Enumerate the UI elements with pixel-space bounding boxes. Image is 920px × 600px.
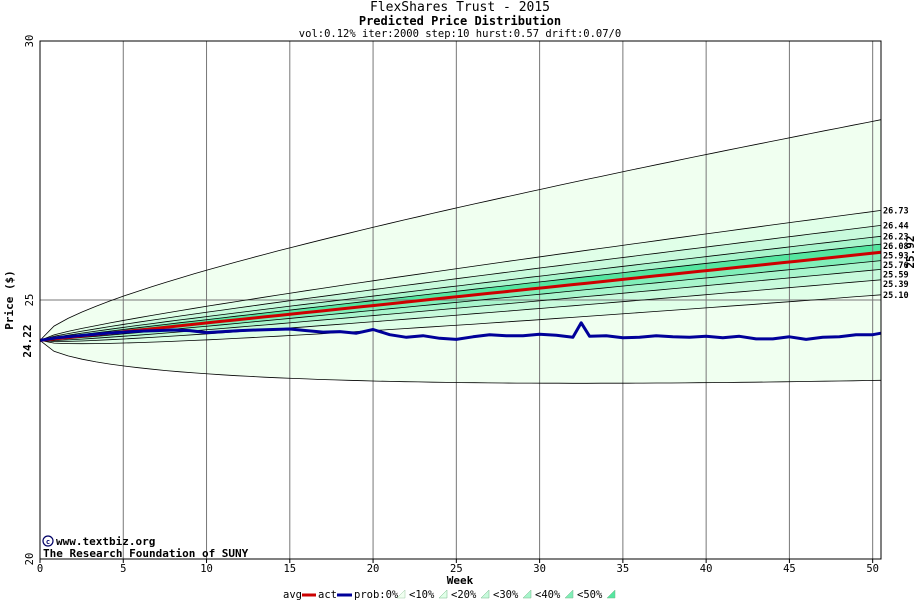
y-tick-label: 30 [24, 35, 36, 48]
chart-title: FlexShares Trust - 2015 [370, 0, 550, 15]
legend-band-swatch-0 [396, 589, 406, 599]
credit-url: www.textbiz.org [56, 535, 155, 548]
legend-band-swatch [480, 589, 490, 599]
credits: c www.textbiz.org The Research Foundatio… [42, 535, 249, 560]
x-tick-label: 30 [533, 563, 546, 575]
series-lines [39, 250, 882, 342]
percentile-line [39, 269, 882, 342]
percentile-end-label: 25.76 [883, 261, 909, 271]
x-tick-label: 10 [200, 563, 213, 575]
x-axis-label: Week [447, 574, 474, 587]
start-price-label: 24.22 [21, 324, 34, 357]
legend-band-40: <40% [535, 589, 574, 600]
x-tick-label: 5 [120, 563, 126, 575]
y-tick-label: 20 [24, 553, 36, 566]
percentile-end-label: 25.10 [883, 291, 909, 301]
percentile-end-labels: 26.73 26.4426.2326.0825.9325.7625.5925.39… [883, 206, 909, 300]
percentile-line [39, 119, 882, 341]
percentile-line [39, 294, 882, 345]
x-tick-label: 20 [367, 563, 380, 575]
plot-frame [39, 40, 882, 560]
band-50 [40, 244, 881, 341]
legend-band-30: <30% [493, 589, 532, 600]
legend-band-label: <40% [535, 589, 561, 600]
end-avg-price-label: 25.92 [904, 235, 917, 268]
percentile-line [39, 260, 882, 341]
percentile-end-label: 26.08 [883, 242, 909, 252]
legend-band-10: <10% [409, 589, 448, 600]
legend-band-swatch [438, 589, 448, 599]
chart-params: vol:0.12% iter:2000 step:10 hurst:0.57 d… [299, 28, 621, 40]
legend-band-label: <50% [577, 589, 603, 600]
grid-lines [40, 41, 881, 559]
avg-line [39, 250, 882, 342]
x-tick-label: 25 [450, 563, 463, 575]
percentile-line [39, 243, 882, 341]
credit-org: The Research Foundation of SUNY [43, 547, 249, 560]
legend-band-swatch [522, 589, 532, 599]
x-tick-label: 50 [866, 563, 879, 575]
legend-band-label: <20% [451, 589, 477, 600]
x-tick-label: 15 [283, 563, 296, 575]
y-tick-label: 25 [24, 294, 36, 307]
legend-band-label: <30% [493, 589, 519, 600]
x-tick-label: 0 [37, 563, 43, 575]
legend-band-swatch [606, 589, 616, 599]
x-tick-label: 45 [783, 563, 796, 575]
actual-line [39, 321, 882, 342]
copyright-icon [42, 535, 54, 547]
percentile-end-label: 26.44 [883, 221, 909, 231]
legend-band-50: <50% [577, 589, 616, 600]
y-axis-ticks: 20 25 30 [24, 35, 36, 566]
legend-act-label: act [318, 589, 337, 600]
percentile-line [39, 340, 882, 384]
percentile-end-label: 25.93 [883, 251, 909, 261]
percentile-end-label: 25.59 [883, 270, 909, 280]
percentile-line [39, 225, 882, 341]
y-axis-label: Price ($) [3, 270, 16, 330]
percentile-end-label: 26.23 [883, 232, 909, 242]
chart-subtitle: Predicted Price Distribution [359, 14, 561, 28]
legend-band-20: <20% [451, 589, 490, 600]
percentile-line [39, 210, 882, 341]
copyright-glyph: c [46, 538, 50, 546]
percentile-line [39, 279, 882, 343]
percentile-lines [39, 119, 882, 384]
legend: avg act prob:0% <10% <20% <30% <40% <50% [283, 589, 616, 600]
x-tick-label: 40 [700, 563, 713, 575]
legend-avg-label: avg [283, 589, 302, 600]
x-axis-ticks: 0 5 10 15 20 25 30 35 40 45 50 [37, 559, 879, 575]
percentile-end-label: 25.39 [883, 280, 909, 290]
percentile-end-label: 26.73 [883, 206, 909, 216]
x-tick-label: 35 [617, 563, 630, 575]
legend-band-label: <10% [409, 589, 435, 600]
percentile-line [39, 235, 882, 341]
legend-band-swatch [564, 589, 574, 599]
legend-prob-label: prob:0% [354, 589, 399, 600]
